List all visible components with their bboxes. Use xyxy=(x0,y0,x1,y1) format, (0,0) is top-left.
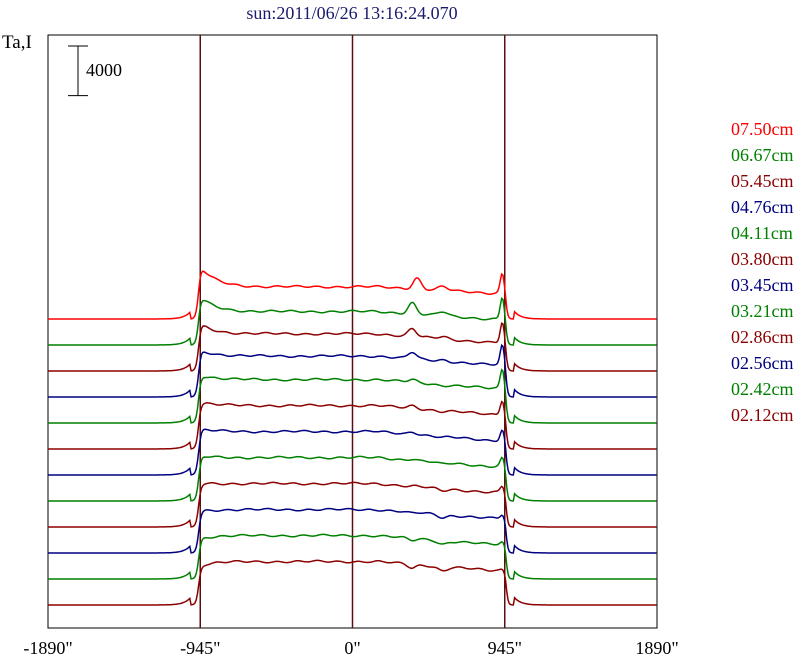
series-line-02.42cm xyxy=(48,533,657,580)
chart-title: sun:2011/06/26 13:16:24.070 xyxy=(246,3,457,23)
legend: 07.50cm 06.67cm 05.45cm 04.76cm 04.11cm 03.80… xyxy=(731,119,794,425)
scale-bar: 4000 xyxy=(68,45,122,97)
series-line-03.80cm xyxy=(48,400,657,450)
series-line-03.21cm xyxy=(48,455,657,502)
legend-entry: 02.56cm xyxy=(731,353,794,373)
series-line-06.67cm xyxy=(48,297,657,346)
x-tick-label: 1890" xyxy=(635,638,678,658)
scale-bar-label: 4000 xyxy=(86,60,122,80)
legend-entry: 04.76cm xyxy=(731,197,794,217)
series-line-07.50cm xyxy=(48,270,657,320)
series-line-02.56cm xyxy=(48,507,657,554)
series-lines xyxy=(48,270,657,606)
series-line-04.11cm xyxy=(48,368,657,424)
legend-entry: 02.86cm xyxy=(731,327,794,347)
legend-entry: 03.21cm xyxy=(731,301,794,321)
series-line-03.45cm xyxy=(48,428,657,476)
x-tick-label: -945" xyxy=(180,638,220,658)
x-tick-labels: -1890" -945" 0" 945" 1890" xyxy=(23,638,678,658)
legend-entry: 03.80cm xyxy=(731,249,794,269)
series-line-05.45cm xyxy=(48,322,657,372)
legend-entry: 06.67cm xyxy=(731,145,794,165)
series-line-04.76cm xyxy=(48,343,657,398)
legend-entry: 05.45cm xyxy=(731,171,794,191)
series-line-02.12cm xyxy=(48,559,657,606)
legend-entry: 02.12cm xyxy=(731,405,794,425)
limb-marker-lines xyxy=(199,35,506,628)
series-line-02.86cm xyxy=(48,481,657,528)
legend-entry: 07.50cm xyxy=(731,119,794,139)
legend-entry: 04.11cm xyxy=(731,223,793,243)
x-tick-label: 0" xyxy=(344,638,360,658)
x-tick-label: 945" xyxy=(488,638,522,658)
x-tick-label: -1890" xyxy=(23,638,72,658)
y-axis-label: Ta,I xyxy=(2,32,32,53)
legend-entry: 03.45cm xyxy=(731,275,794,295)
legend-entry: 02.42cm xyxy=(731,379,794,399)
